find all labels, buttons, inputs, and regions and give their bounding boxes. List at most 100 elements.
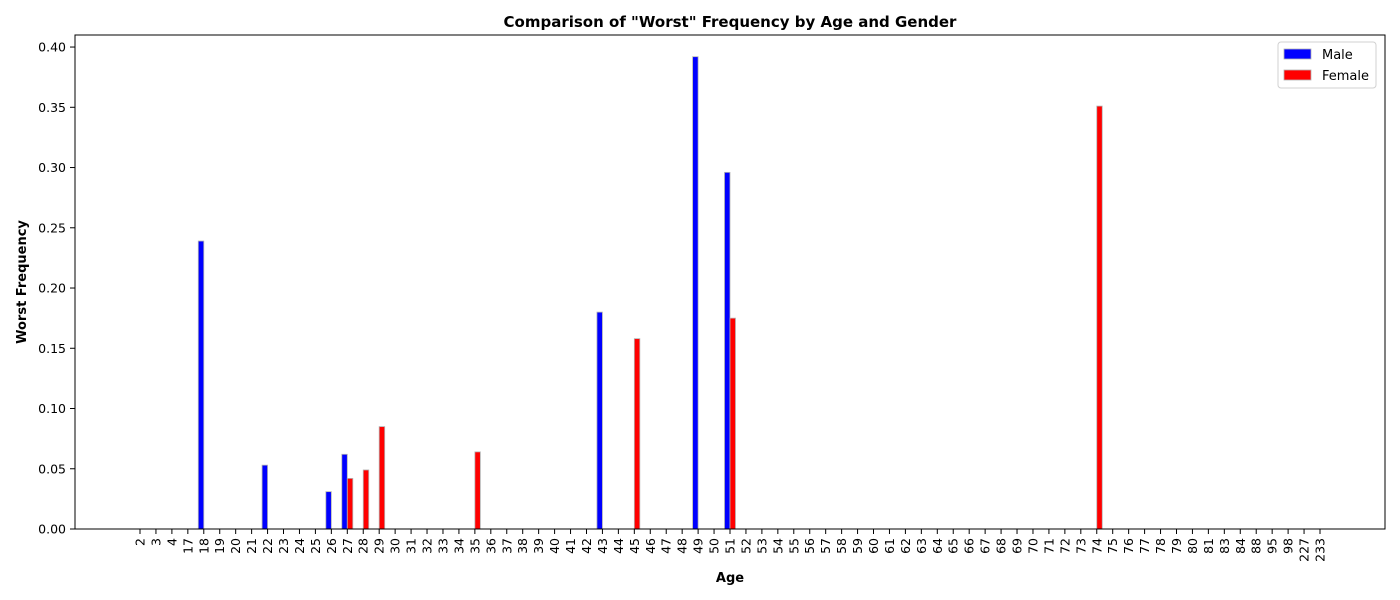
x-tick-label: 27 xyxy=(340,538,355,554)
x-tick-label: 98 xyxy=(1281,538,1296,554)
x-tick-label: 76 xyxy=(1121,538,1136,554)
x-tick-label: 51 xyxy=(723,538,738,554)
x-tick-label: 88 xyxy=(1249,538,1264,554)
x-tick-label: 30 xyxy=(388,538,403,554)
x-tick-label: 66 xyxy=(962,538,977,554)
x-tick-label: 20 xyxy=(228,538,243,554)
x-tick-label: 84 xyxy=(1233,538,1248,554)
x-tick-label: 52 xyxy=(738,538,753,554)
x-tick-label: 78 xyxy=(1153,538,1168,554)
x-tick-label: 50 xyxy=(707,538,722,554)
legend-label-male: Male xyxy=(1322,48,1353,63)
x-tick-label: 80 xyxy=(1185,538,1200,554)
bar-female-35 xyxy=(474,451,481,530)
x-tick-label: 62 xyxy=(898,538,913,554)
x-tick-label: 48 xyxy=(675,538,690,554)
x-tick-label: 73 xyxy=(1073,538,1088,554)
bars-group xyxy=(197,56,1103,530)
y-axis: 0.00 0.05 0.10 0.15 0.20 0.25 0.30 0.35 0.40 xyxy=(38,40,75,537)
x-tick-label: 46 xyxy=(643,538,658,554)
x-tick-label: 31 xyxy=(404,538,419,554)
x-tick-label: 19 xyxy=(212,538,227,554)
x-tick-label: 23 xyxy=(276,538,291,554)
x-tick-label: 55 xyxy=(786,538,801,554)
x-tick-label: 40 xyxy=(547,538,562,554)
x-tick-label: 227 xyxy=(1297,538,1312,562)
x-tick-label: 71 xyxy=(1041,538,1056,554)
legend-swatch-male xyxy=(1283,48,1312,60)
y-tick-label: 0.20 xyxy=(38,281,66,296)
x-tick-label: 35 xyxy=(467,538,482,554)
x-tick-label: 95 xyxy=(1265,538,1280,554)
x-tick-label: 17 xyxy=(180,538,195,554)
bar-male-22 xyxy=(261,464,268,530)
x-tick-label: 56 xyxy=(802,538,817,554)
x-tick-label: 65 xyxy=(946,538,961,554)
x-tick-label: 42 xyxy=(579,538,594,554)
bar-male-26 xyxy=(325,491,332,530)
x-tick-label: 70 xyxy=(1025,538,1040,554)
bar-female-51 xyxy=(729,317,736,530)
x-tick-label: 53 xyxy=(754,538,769,554)
x-tick-label: 41 xyxy=(563,538,578,554)
y-tick-label: 0.40 xyxy=(38,40,66,55)
bar-female-29 xyxy=(378,426,386,530)
bar-male-51 xyxy=(724,171,731,530)
bar-male-18 xyxy=(197,240,205,530)
x-tick-label: 21 xyxy=(244,538,259,554)
x-tick-label: 79 xyxy=(1169,538,1184,554)
x-tick-label: 49 xyxy=(691,538,706,554)
x-tick-label: 18 xyxy=(196,538,211,554)
bar-male-49 xyxy=(692,56,699,530)
x-tick-label: 61 xyxy=(882,538,897,554)
x-tick-label: 25 xyxy=(308,538,323,554)
x-tick-label: 77 xyxy=(1137,538,1152,554)
x-tick-label: 68 xyxy=(994,538,1009,554)
x-tick-label: 81 xyxy=(1201,538,1216,554)
x-tick-label: 58 xyxy=(834,538,849,554)
y-axis-label: Worst Frequency xyxy=(15,220,30,344)
bar-male-27 xyxy=(341,453,348,530)
x-tick-label: 43 xyxy=(595,538,610,554)
x-tick-label: 59 xyxy=(850,538,865,554)
x-tick-label: 3 xyxy=(148,538,163,546)
x-tick-label: 233 xyxy=(1313,538,1328,562)
x-tick-label: 74 xyxy=(1089,538,1104,554)
x-tick-label: 64 xyxy=(930,538,945,554)
bar-female-28 xyxy=(362,469,370,530)
x-tick-label: 45 xyxy=(627,538,642,554)
x-tick-label: 83 xyxy=(1217,538,1232,554)
x-axis-label: Age xyxy=(716,571,744,586)
x-tick-label: 60 xyxy=(866,538,881,554)
x-tick-label: 29 xyxy=(372,538,387,554)
y-tick-label: 0.00 xyxy=(38,522,66,537)
y-tick-label: 0.35 xyxy=(38,100,66,115)
x-tick-label: 72 xyxy=(1057,538,1072,554)
x-axis: 2 3 4 17 18 19 20 21 22 23 24 25 26 27 28 29 30 31 32 33 34 3… xyxy=(133,529,1328,562)
x-tick-label: 54 xyxy=(770,538,785,554)
bar-male-43 xyxy=(596,311,603,530)
bar-female-74 xyxy=(1096,105,1103,530)
x-tick-label: 37 xyxy=(499,538,514,554)
x-tick-label: 67 xyxy=(978,538,993,554)
x-tick-label: 39 xyxy=(531,538,546,554)
x-tick-label: 22 xyxy=(260,538,275,554)
x-tick-label: 47 xyxy=(659,538,674,554)
legend-label-female: Female xyxy=(1322,69,1369,84)
x-tick-label: 26 xyxy=(324,538,339,554)
x-tick-label: 75 xyxy=(1105,538,1120,554)
x-tick-label: 36 xyxy=(483,538,498,554)
y-tick-label: 0.05 xyxy=(38,461,66,476)
y-tick-label: 0.30 xyxy=(38,160,66,175)
x-tick-label: 38 xyxy=(515,538,530,554)
x-tick-label: 2 xyxy=(133,538,148,546)
x-tick-label: 28 xyxy=(356,538,371,554)
legend-swatch-female xyxy=(1283,69,1312,81)
chart-title: Comparison of "Worst" Frequency by Age a… xyxy=(504,13,958,31)
x-tick-label: 34 xyxy=(451,538,466,554)
legend: Male Female xyxy=(1277,41,1377,89)
x-tick-label: 33 xyxy=(435,538,450,554)
x-tick-label: 4 xyxy=(164,538,179,546)
